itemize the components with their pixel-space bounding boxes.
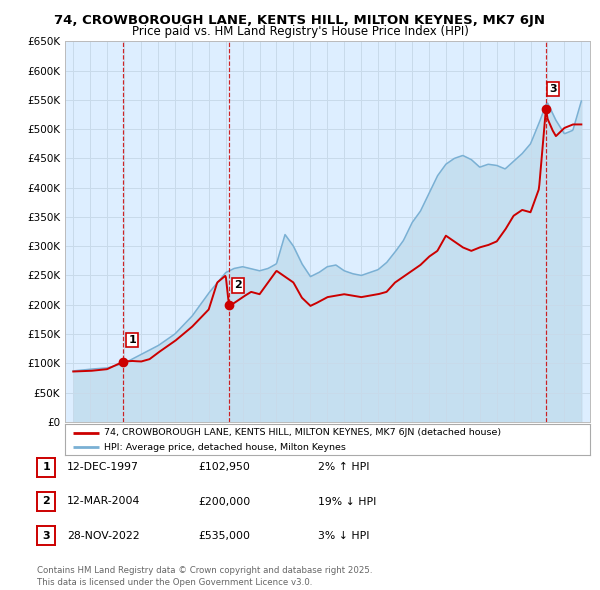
Text: 2: 2 — [234, 280, 242, 290]
Text: 3: 3 — [43, 531, 50, 540]
Text: 12-DEC-1997: 12-DEC-1997 — [67, 463, 139, 472]
Text: 2% ↑ HPI: 2% ↑ HPI — [318, 463, 370, 472]
Text: 12-MAR-2004: 12-MAR-2004 — [67, 497, 140, 506]
Text: 74, CROWBOROUGH LANE, KENTS HILL, MILTON KEYNES, MK7 6JN: 74, CROWBOROUGH LANE, KENTS HILL, MILTON… — [55, 14, 545, 27]
Text: £102,950: £102,950 — [198, 463, 250, 472]
Text: 3% ↓ HPI: 3% ↓ HPI — [318, 531, 370, 540]
Text: 28-NOV-2022: 28-NOV-2022 — [67, 531, 140, 540]
Text: 19% ↓ HPI: 19% ↓ HPI — [318, 497, 376, 506]
Text: £535,000: £535,000 — [198, 531, 250, 540]
Text: 3: 3 — [550, 84, 557, 94]
Text: 1: 1 — [43, 463, 50, 472]
Text: 1: 1 — [128, 335, 136, 345]
Text: Price paid vs. HM Land Registry's House Price Index (HPI): Price paid vs. HM Land Registry's House … — [131, 25, 469, 38]
Text: £200,000: £200,000 — [198, 497, 250, 506]
Text: 74, CROWBOROUGH LANE, KENTS HILL, MILTON KEYNES, MK7 6JN (detached house): 74, CROWBOROUGH LANE, KENTS HILL, MILTON… — [104, 428, 502, 437]
Text: 2: 2 — [43, 497, 50, 506]
Text: Contains HM Land Registry data © Crown copyright and database right 2025.
This d: Contains HM Land Registry data © Crown c… — [37, 566, 373, 587]
Text: HPI: Average price, detached house, Milton Keynes: HPI: Average price, detached house, Milt… — [104, 442, 346, 451]
